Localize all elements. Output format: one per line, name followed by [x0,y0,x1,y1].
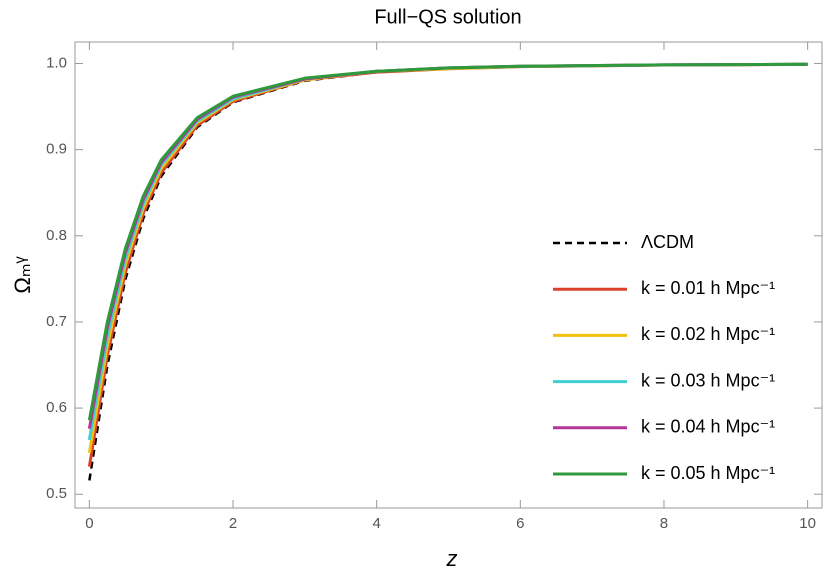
legend-label: k = 0.01 h Mpc⁻¹ [641,278,775,298]
legend-label: k = 0.02 h Mpc⁻¹ [641,324,775,344]
legend-label: k = 0.04 h Mpc⁻¹ [641,417,775,437]
chart-title: Full−QS solution [374,6,521,28]
legend-label: ΛCDM [641,232,694,252]
x-tick-label: 0 [85,515,93,532]
x-tick-label: 2 [229,515,237,532]
y-tick-label: 1.0 [46,55,67,72]
legend-label: k = 0.03 h Mpc⁻¹ [641,370,775,390]
y-axis-label: Ωₘᵞ [10,255,35,293]
y-tick-label: 0.9 [46,141,67,158]
x-tick-label: 6 [516,515,524,532]
y-tick-label: 0.6 [46,399,67,416]
series-line [87,62,808,421]
x-tick-label: 10 [799,515,816,532]
y-tick-label: 0.7 [46,313,67,330]
plot-frame [74,41,823,509]
x-tick-label: 8 [660,515,668,532]
x-axis-label: z [446,546,458,571]
x-tick-label: 4 [373,515,381,532]
y-tick-label: 0.5 [46,485,67,502]
y-tick-label: 0.8 [46,227,67,244]
legend-label: k = 0.05 h Mpc⁻¹ [641,463,775,483]
